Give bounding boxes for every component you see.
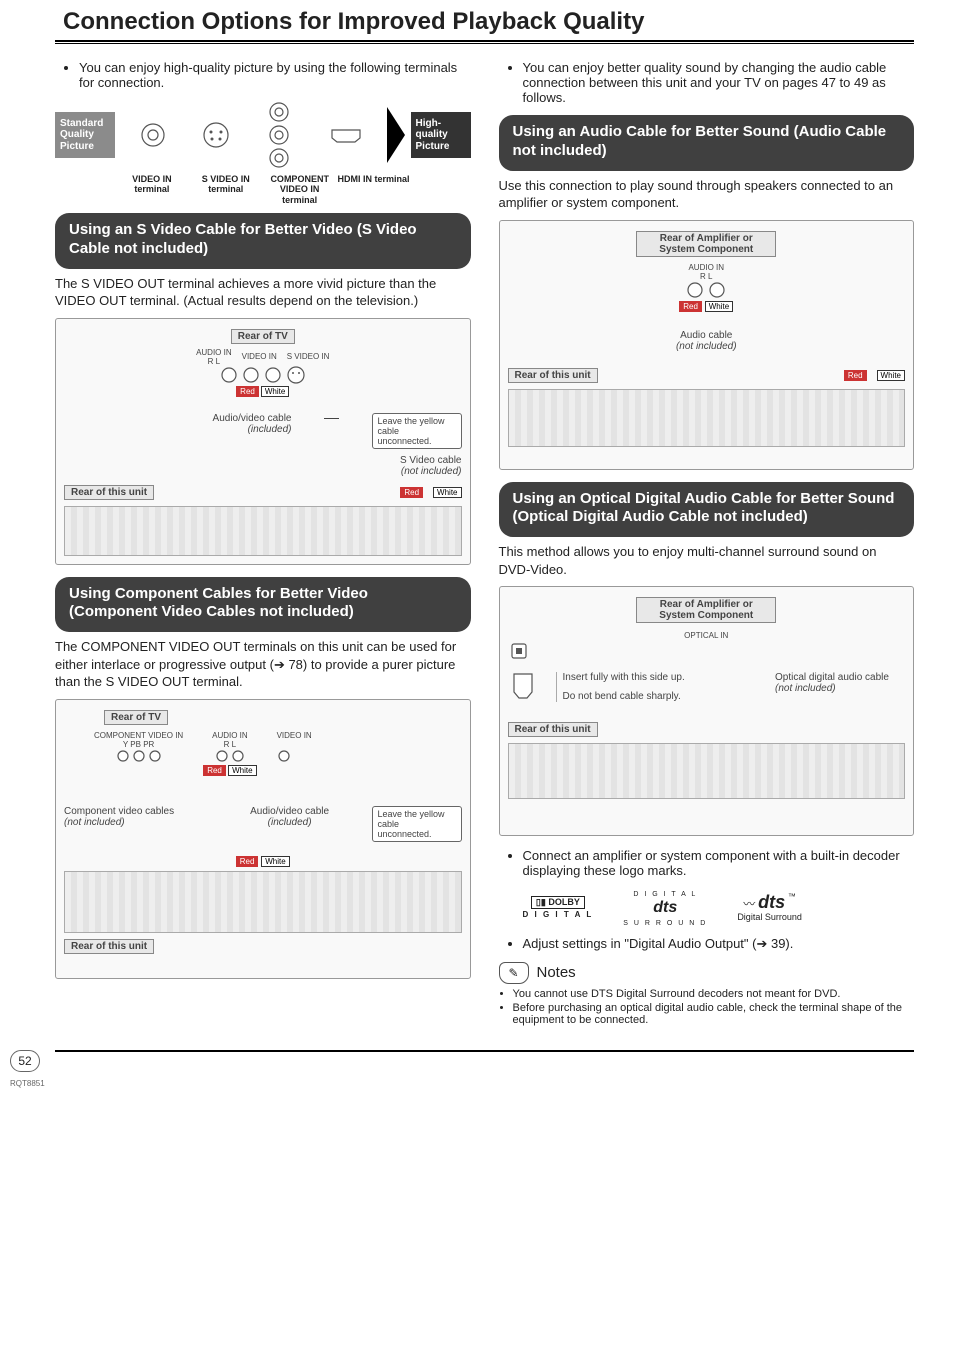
decoder-logos: ▯▮ DOLBY D I G I T A L D I G I T A L dts… xyxy=(523,888,915,928)
terminal-labels: VIDEO IN terminal S VIDEO IN terminal CO… xyxy=(115,174,411,205)
svideo-white-tag: White xyxy=(261,386,289,397)
svideo-red-tag: Red xyxy=(236,386,259,397)
optical-in-label: OPTICAL IN xyxy=(508,631,906,640)
svideo-audio-in-label: AUDIO IN xyxy=(196,348,232,357)
high-quality-box: High-quality Picture xyxy=(411,112,471,159)
label-video-in: VIDEO IN terminal xyxy=(115,174,189,205)
svideo-video-in-label: VIDEO IN xyxy=(242,352,277,361)
component-rl-label: R L xyxy=(203,740,256,749)
svideo-rl-label: R L xyxy=(196,357,232,366)
optical-bullet-settings: Adjust settings in "Digital Audio Output… xyxy=(523,936,915,952)
dolby-logo: ▯▮ DOLBY D I G I T A L xyxy=(523,896,594,921)
svideo-svideo-in-label: S VIDEO IN xyxy=(287,352,330,361)
terminal-icons xyxy=(121,100,381,170)
notes-heading: Notes xyxy=(537,964,576,981)
hdmi-in-icon xyxy=(326,108,366,162)
component-diagram: Rear of TV COMPONENT VIDEO IN Y PB PR AU… xyxy=(55,699,471,979)
svideo-sv-cable-label: S Video cable xyxy=(64,455,462,466)
component-cables-label: Component video cables xyxy=(64,806,208,817)
right-intro-list: You can enjoy better quality sound by ch… xyxy=(507,60,915,105)
notes-icon: ✎ xyxy=(499,962,529,984)
quality-row: Standard Quality Picture xyxy=(55,100,471,205)
label-svideo-in: S VIDEO IN terminal xyxy=(189,174,263,205)
doc-id: RQT8851 xyxy=(10,1079,45,1088)
svideo-rear-unit-label: Rear of this unit xyxy=(64,485,154,500)
svideo-av-cable-inc: (included) xyxy=(64,424,292,435)
component-ypbpr-label: Y PB PR xyxy=(94,740,183,749)
audio-cable-heading: Using an Audio Cable for Better Sound (A… xyxy=(499,115,915,171)
component-cables-ninc: (not included) xyxy=(64,817,208,828)
svideo-leave-yellow: Leave the yellow cable unconnected. xyxy=(372,413,462,449)
audio-cable-label: Audio cable xyxy=(508,330,906,341)
component-audio-in-label: AUDIO IN xyxy=(203,731,256,740)
audio-rear-unit-label: Rear of this unit xyxy=(508,368,598,383)
component-video-in-label: VIDEO IN xyxy=(277,731,312,740)
right-column: You can enjoy better quality sound by ch… xyxy=(499,58,915,1030)
label-hdmi-in: HDMI IN terminal xyxy=(337,174,411,205)
component-rear-tv-label: Rear of TV xyxy=(104,710,168,725)
svideo-body: The S VIDEO OUT terminal achieves a more… xyxy=(55,275,467,310)
component-comp-in-label: COMPONENT VIDEO IN xyxy=(94,731,183,740)
dts-digital-surround-logo: 〰 dts ™ Digital Surround xyxy=(737,893,802,924)
audio-rear-amp-label: Rear of Amplifier or System Component xyxy=(636,231,776,257)
optical-port-icon xyxy=(508,640,530,662)
svideo-sv-cable-ninc: (not included) xyxy=(64,466,462,477)
optical-bullets-2: Adjust settings in "Digital Audio Output… xyxy=(507,936,915,952)
audio-rl-label: R L xyxy=(508,272,906,281)
optical-rear-unit-label: Rear of this unit xyxy=(508,722,598,737)
page-number: 52 xyxy=(10,1050,40,1072)
quality-arrow-icon xyxy=(387,107,405,163)
component-leave-yellow: Leave the yellow cable unconnected. xyxy=(372,806,462,842)
standard-quality-box: Standard Quality Picture xyxy=(55,112,115,159)
note-1: You cannot use DTS Digital Surround deco… xyxy=(513,988,915,1000)
audio-cable-diagram: Rear of Amplifier or System Component AU… xyxy=(499,220,915,470)
left-intro-bullet: You can enjoy high-quality picture by us… xyxy=(79,60,471,90)
optical-cable-label: Optical digital audio cable xyxy=(775,672,905,683)
svideo-diagram: Rear of TV AUDIO IN R L VIDEO IN S VIDEO… xyxy=(55,318,471,565)
optical-diagram: Rear of Amplifier or System Component OP… xyxy=(499,586,915,836)
component-av-cable-inc: (included) xyxy=(218,817,362,828)
video-in-icon xyxy=(136,108,170,162)
svideo-in-icon xyxy=(199,108,233,162)
right-intro-bullet: You can enjoy better quality sound by ch… xyxy=(523,60,915,105)
optical-bullets: Connect an amplifier or system component… xyxy=(507,848,915,878)
dts-surround-logo: D I G I T A L dts S U R R O U N D xyxy=(623,888,707,928)
svideo-av-cable-label: Audio/video cable xyxy=(64,413,292,424)
component-body: The COMPONENT VIDEO OUT terminals on thi… xyxy=(55,638,467,691)
optical-bullet-logos: Connect an amplifier or system component… xyxy=(523,848,915,878)
optical-rear-amp-label: Rear of Amplifier or System Component xyxy=(636,597,776,623)
notes-list: You cannot use DTS Digital Surround deco… xyxy=(499,988,915,1026)
bottom-rule xyxy=(55,1050,914,1052)
component-in-icon xyxy=(262,100,296,170)
audio-audio-in-label: AUDIO IN xyxy=(508,263,906,272)
left-intro-list: You can enjoy high-quality picture by us… xyxy=(63,60,471,90)
label-component-in: COMPONENT VIDEO IN terminal xyxy=(263,174,337,205)
optical-body: This method allows you to enjoy multi-ch… xyxy=(499,543,911,578)
component-heading: Using Component Cables for Better Video … xyxy=(55,577,471,633)
svideo-heading: Using an S Video Cable for Better Video … xyxy=(55,213,471,269)
notes-header: ✎ Notes xyxy=(499,962,915,984)
optical-nobend-label: Do not bend cable sharply. xyxy=(563,691,766,702)
optical-plug-icon xyxy=(508,672,538,706)
audio-cable-body: Use this connection to play sound throug… xyxy=(499,177,911,212)
page-title: Connection Options for Improved Playback… xyxy=(63,8,914,36)
left-column: You can enjoy high-quality picture by us… xyxy=(55,58,471,1030)
audio-cable-ninc: (not included) xyxy=(508,341,906,352)
optical-heading: Using an Optical Digital Audio Cable for… xyxy=(499,482,915,538)
title-rule xyxy=(55,40,914,44)
note-2: Before purchasing an optical digital aud… xyxy=(513,1002,915,1026)
component-av-cable-label: Audio/video cable xyxy=(218,806,362,817)
optical-insert-label: Insert fully with this side up. xyxy=(563,672,766,683)
svideo-rear-tv-label: Rear of TV xyxy=(231,329,295,344)
component-rear-unit-label: Rear of this unit xyxy=(64,939,154,954)
optical-cable-ninc: (not included) xyxy=(775,683,905,694)
